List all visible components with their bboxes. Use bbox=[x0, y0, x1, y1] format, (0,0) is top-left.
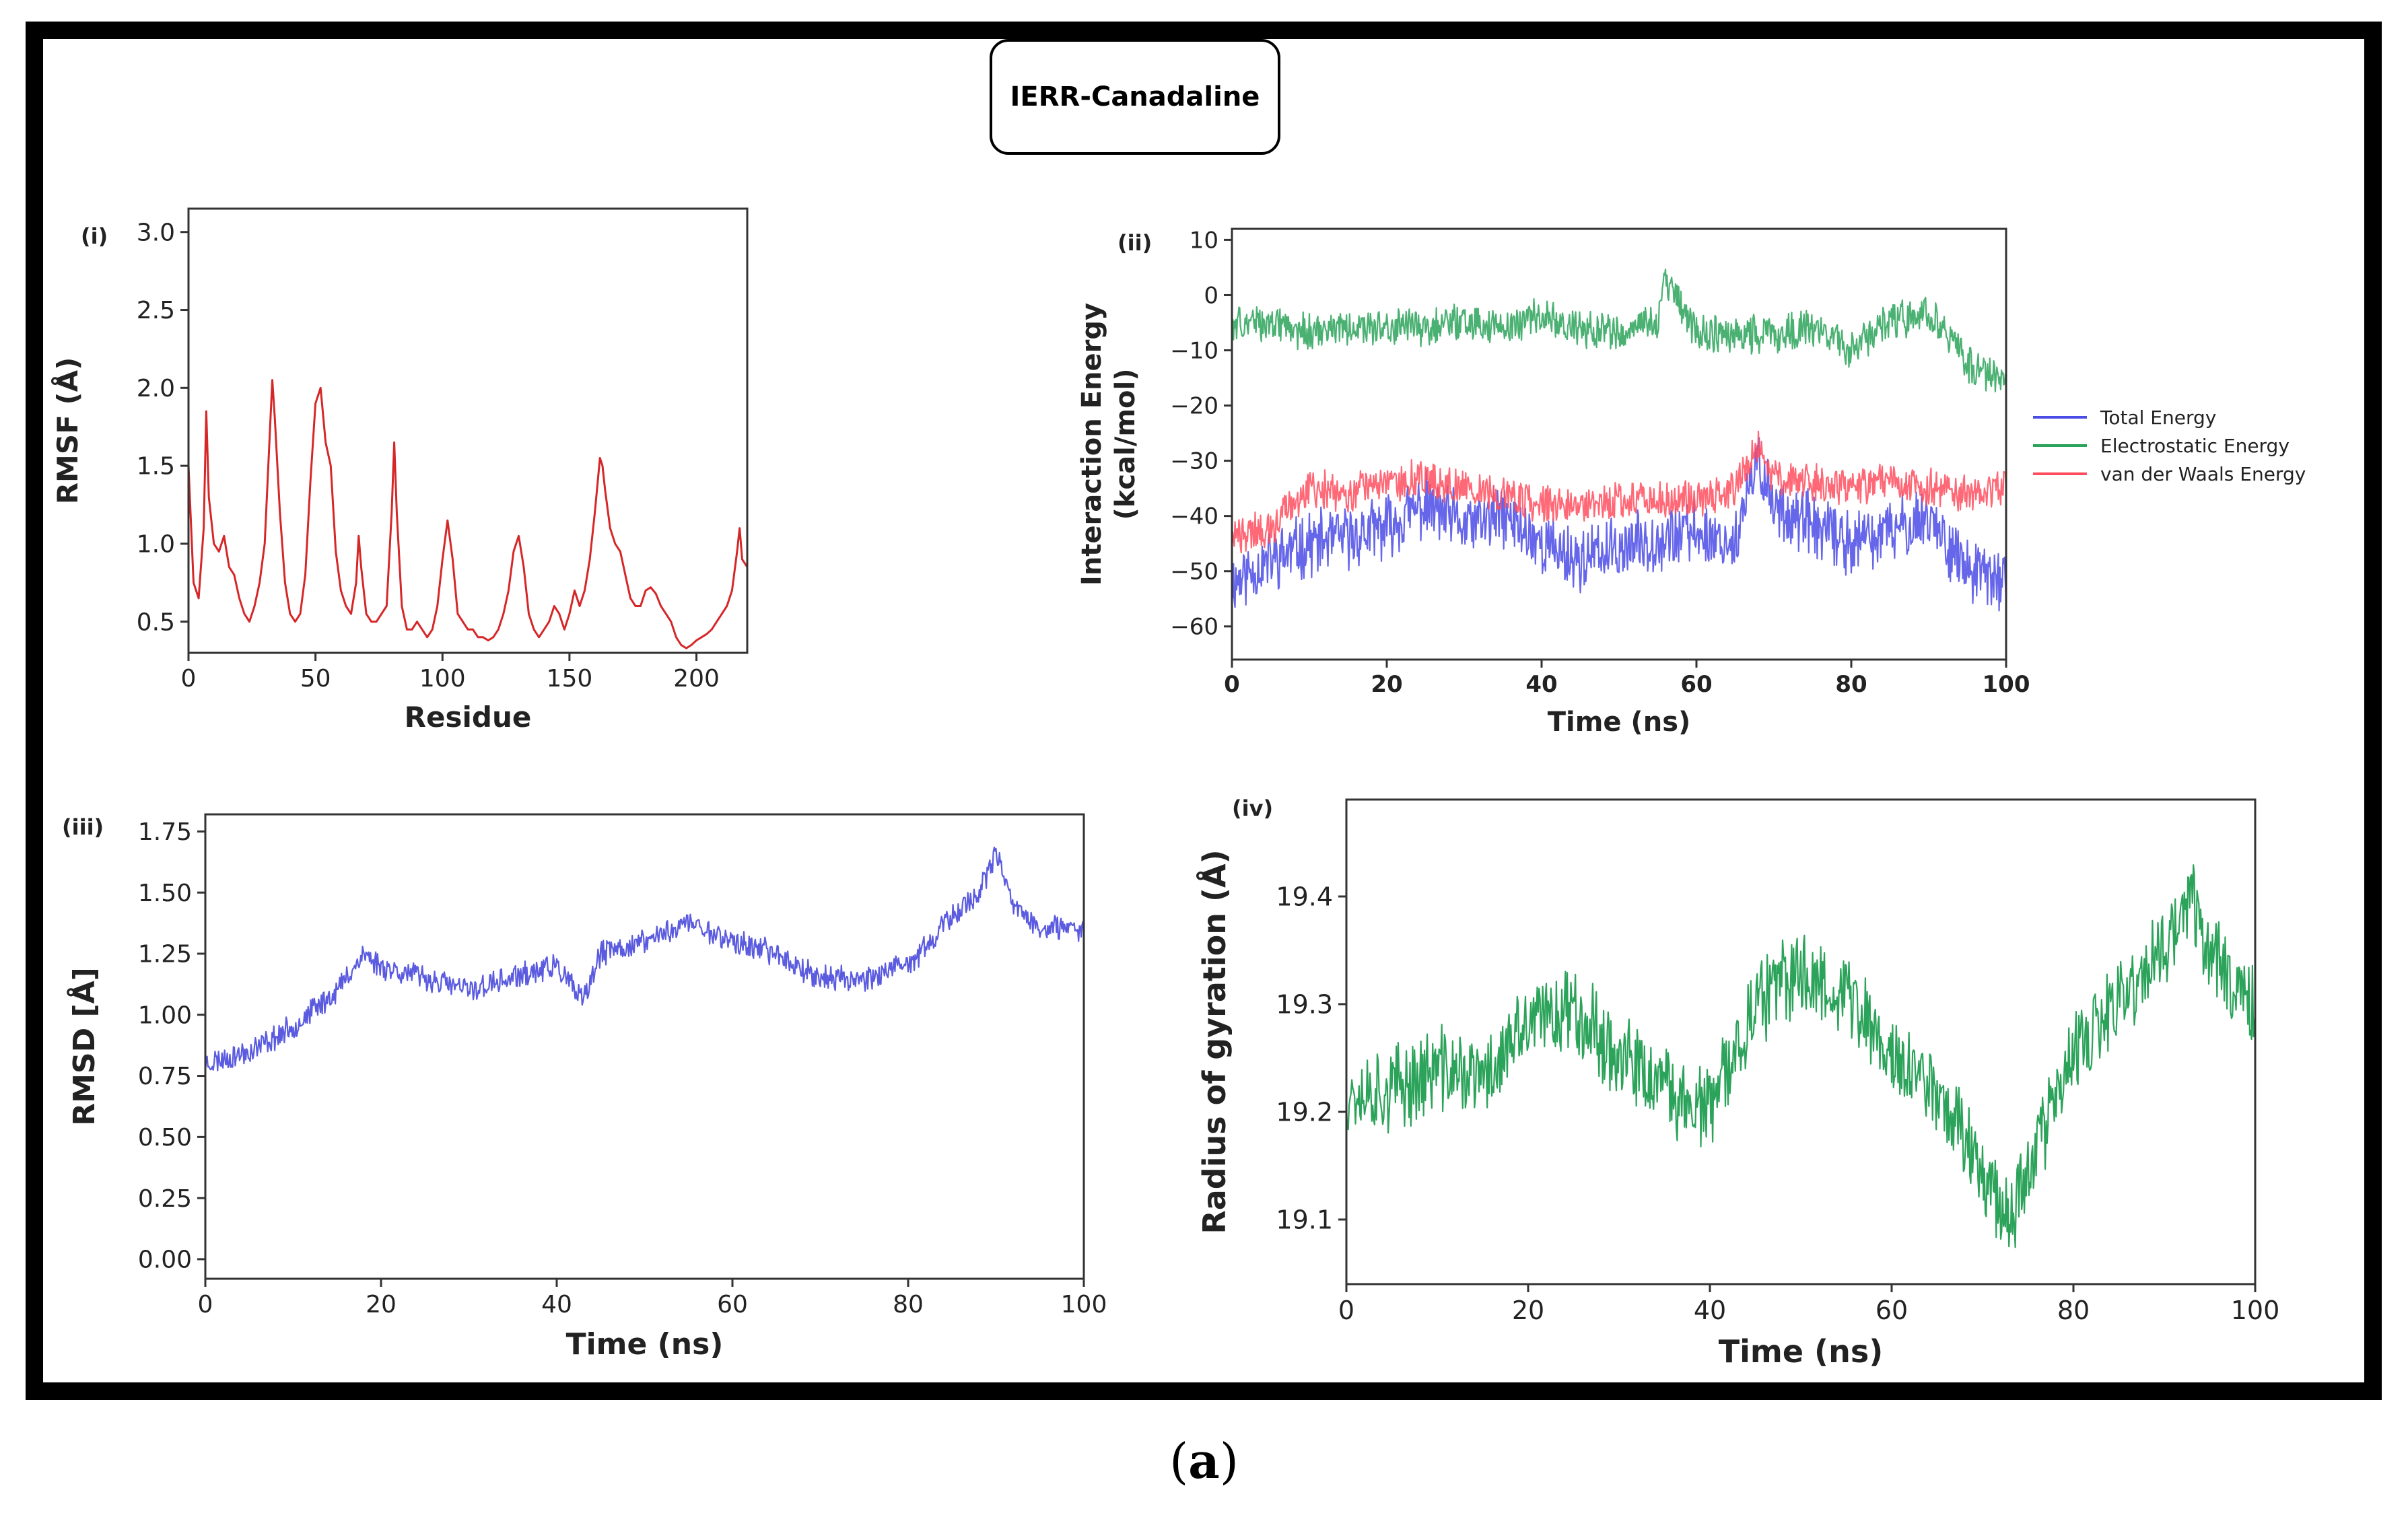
rmsd-y-tick-label: 1.75 bbox=[138, 818, 192, 846]
energy-y-tick-label: −30 bbox=[1170, 448, 1218, 475]
rmsd-x-axis-label: Time (ns) bbox=[566, 1327, 724, 1362]
rg-x-axis-label: Time (ns) bbox=[1719, 1333, 1883, 1370]
rg-x-tick-label: 0 bbox=[1338, 1296, 1354, 1325]
rmsd-series-rmsd bbox=[204, 846, 1085, 1071]
rg-plot-frame bbox=[1345, 798, 2257, 1285]
energy-panel-label: (ii) bbox=[1117, 230, 1152, 256]
energy-x-tick-label: 80 bbox=[1835, 671, 1867, 698]
rmsd-x-tick-label: 40 bbox=[541, 1291, 572, 1318]
rmsf-y-tick-label: 2.5 bbox=[137, 297, 175, 324]
energy-y-axis-label-units: (kcal/mol) bbox=[1110, 368, 1141, 520]
rg-x-tick-label: 80 bbox=[2057, 1296, 2090, 1325]
rmsf-plot-frame bbox=[187, 207, 749, 654]
energy-y-axis-label: Interaction Energy bbox=[1076, 303, 1107, 586]
rmsd-y-tick-label: 1.25 bbox=[138, 941, 192, 968]
rmsd-plot-frame bbox=[204, 813, 1085, 1280]
energy-series-total-energy bbox=[1231, 437, 2007, 612]
rmsf-x-tick-label: 50 bbox=[300, 665, 331, 693]
rmsf-y-tick-label: 1.5 bbox=[137, 453, 175, 481]
energy-y-tick-label: −60 bbox=[1170, 614, 1218, 641]
energy-plot-frame bbox=[1231, 227, 2007, 661]
energy-legend-label: Electrostatic Energy bbox=[2100, 435, 2290, 457]
figure-frame bbox=[26, 22, 2382, 1400]
energy-x-tick-label: 0 bbox=[1224, 671, 1240, 698]
rmsd-x-tick-label: 60 bbox=[717, 1291, 748, 1318]
rmsf-y-axis-label: RMSF (Å) bbox=[50, 357, 84, 505]
rmsf-x-tick-label: 150 bbox=[547, 665, 593, 693]
energy-series-van-der-waals-energy bbox=[1231, 430, 2007, 554]
rmsf-y-tick-label: 0.5 bbox=[137, 608, 175, 636]
energy-y-tick-label: −20 bbox=[1170, 392, 1218, 419]
energy-x-tick-label: 40 bbox=[1525, 671, 1557, 698]
figure-title: IERR-Canadaline bbox=[990, 39, 1280, 155]
rmsf-y-tick-label: 1.0 bbox=[137, 530, 175, 558]
caption-close: ) bbox=[1219, 1433, 1239, 1489]
interaction-energy-chart: 0 20 40 60 80 100 −60 −50 −40 −30 −20 −10 0 10 Time (n… bbox=[1076, 227, 2306, 738]
energy-x-tick-label: 100 bbox=[1983, 671, 2030, 698]
rmsf-x-tick-label: 100 bbox=[419, 665, 466, 693]
energy-y-tick-label: −10 bbox=[1170, 337, 1218, 364]
rmsd-y-tick-label: 1.50 bbox=[138, 880, 192, 907]
rg-panel-label: (iv) bbox=[1232, 796, 1273, 821]
rg-x-tick-label: 20 bbox=[1512, 1296, 1544, 1325]
energy-y-tick-label: −50 bbox=[1170, 559, 1218, 586]
rg-x-tick-label: 100 bbox=[2231, 1296, 2280, 1325]
rmsd-y-axis-label: RMSD [Å] bbox=[66, 967, 102, 1125]
rg-y-tick-label: 19.1 bbox=[1276, 1205, 1333, 1234]
rg-y-axis-label: Radius of gyration (Å) bbox=[1196, 849, 1233, 1234]
rmsd-y-tick-label: 0.50 bbox=[138, 1124, 192, 1152]
energy-y-tick-label: −40 bbox=[1170, 503, 1218, 530]
rmsd-y-tick-label: 0.00 bbox=[138, 1246, 192, 1274]
rg-y-tick-label: 19.4 bbox=[1276, 882, 1333, 911]
caption-letter: a bbox=[1188, 1432, 1220, 1489]
radius-of-gyration-chart: 0 20 40 60 80 100 19.1 19.2 19.3 19.4 Time (ns) Rad… bbox=[1196, 796, 2280, 1370]
rg-y-tick-label: 19.3 bbox=[1276, 989, 1333, 1019]
rmsf-x-tick-label: 200 bbox=[673, 665, 720, 693]
rmsf-y-tick-label: 2.0 bbox=[137, 375, 175, 402]
rmsd-x-tick-label: 20 bbox=[366, 1291, 397, 1318]
rmsd-panel-label: (iii) bbox=[62, 814, 104, 840]
rmsd-x-tick-label: 100 bbox=[1061, 1291, 1107, 1318]
energy-legend-label: van der Waals Energy bbox=[2100, 463, 2306, 485]
rmsd-x-tick-label: 0 bbox=[198, 1291, 213, 1318]
energy-x-tick-label: 60 bbox=[1680, 671, 1712, 698]
energy-y-tick-label: 0 bbox=[1204, 282, 1218, 309]
rmsd-y-tick-label: 0.25 bbox=[138, 1185, 192, 1213]
rmsd-x-tick-label: 80 bbox=[893, 1291, 924, 1318]
rmsf-y-tick-label: 3.0 bbox=[137, 219, 175, 246]
rg-x-tick-label: 40 bbox=[1694, 1296, 1726, 1325]
rmsf-panel-label: (i) bbox=[81, 223, 108, 249]
rmsf-chart: 0 50 100 150 200 0.5 1.0 1.5 2.0 2.5 3.0 Residue RMS… bbox=[50, 207, 749, 734]
rmsd-y-tick-label: 0.75 bbox=[138, 1063, 192, 1090]
energy-x-axis-label: Time (ns) bbox=[1548, 707, 1691, 738]
rg-x-tick-label: 60 bbox=[1876, 1296, 1908, 1325]
energy-series-electrostatic-energy bbox=[1231, 269, 2007, 393]
rmsf-x-axis-label: Residue bbox=[405, 701, 532, 734]
energy-x-tick-label: 20 bbox=[1371, 671, 1402, 698]
rg-y-tick-label: 19.2 bbox=[1276, 1097, 1333, 1127]
rmsd-y-tick-label: 1.00 bbox=[138, 1001, 192, 1029]
rg-series-radius-of-gyration bbox=[1345, 864, 2257, 1248]
energy-y-tick-label: 10 bbox=[1190, 227, 1218, 254]
figure-caption: (a) bbox=[0, 1432, 2408, 1489]
rmsf-x-tick-label: 0 bbox=[181, 665, 197, 693]
energy-legend-label: Total Energy bbox=[2100, 407, 2216, 429]
caption-open: ( bbox=[1169, 1433, 1189, 1489]
rmsd-chart: 0 20 40 60 80 100 0.00 0.25 0.50 0.75 1.00 1.25 1.50… bbox=[62, 813, 1107, 1362]
rmsf-series-rmsf bbox=[187, 379, 749, 649]
